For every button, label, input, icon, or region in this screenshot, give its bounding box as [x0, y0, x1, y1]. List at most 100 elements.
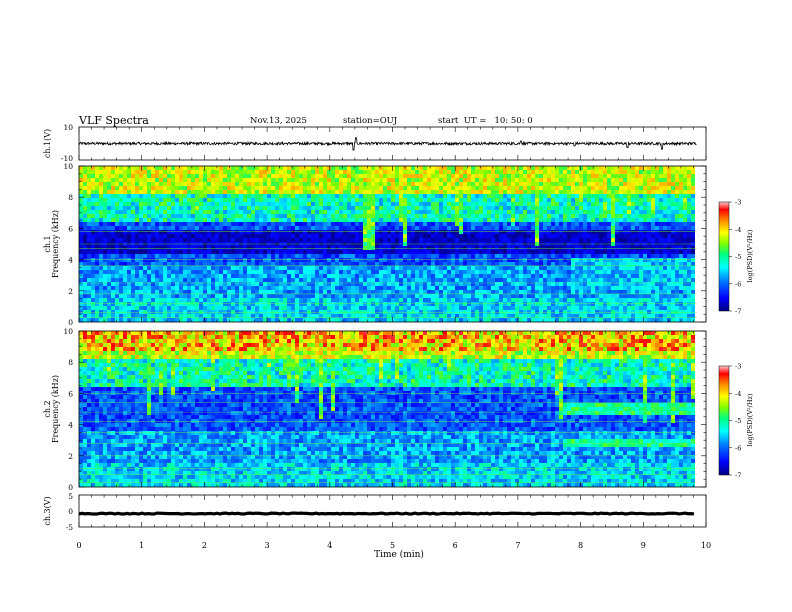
- spectrogram-cell: [411, 182, 415, 186]
- spectrogram-cell: [363, 170, 367, 174]
- spectrogram-cell: [359, 262, 363, 266]
- spectrogram-cell: [443, 202, 447, 206]
- spectrogram-cell: [563, 218, 567, 222]
- spectrogram-cell: [147, 206, 151, 210]
- spectrogram-cell: [183, 178, 187, 182]
- spectrogram-cell: [551, 218, 555, 222]
- spectrogram-cell: [459, 166, 463, 170]
- spectrogram-cell: [335, 238, 339, 242]
- spectrogram-cell: [203, 194, 207, 198]
- spectrogram-cell: [343, 278, 347, 282]
- spectrogram-cell: [351, 286, 355, 290]
- spectrogram-cell: [439, 178, 443, 182]
- spectrogram-cell: [199, 186, 203, 190]
- spectrogram-cell: [271, 302, 275, 306]
- spectrogram-cell: [467, 266, 471, 270]
- spectrogram-cell: [383, 294, 387, 298]
- spectrogram-cell: [135, 262, 139, 266]
- spectrogram-cell: [175, 270, 179, 274]
- spectrogram-cell: [131, 314, 135, 318]
- spectrogram-cell: [559, 234, 563, 238]
- spectrogram-cell: [279, 302, 283, 306]
- spectrogram-cell: [271, 262, 275, 266]
- spectrogram-cell: [439, 270, 443, 274]
- spectrogram-cell: [483, 282, 487, 286]
- spectrogram-cell: [95, 222, 99, 226]
- spectrogram-cell: [471, 266, 475, 270]
- spectrogram-cell: [275, 290, 279, 294]
- spectrogram-cell: [495, 290, 499, 294]
- spectrogram-cell: [411, 198, 415, 202]
- spectrogram-cell: [199, 166, 203, 170]
- spectrogram-cell: [259, 218, 263, 222]
- spectrogram-cell: [387, 214, 391, 218]
- spectrogram-cell: [131, 234, 135, 238]
- spectrogram-cell: [455, 210, 459, 214]
- spectrogram-cell: [243, 310, 247, 314]
- spectrogram-cell: [239, 290, 243, 294]
- spectrogram-cell: [555, 310, 559, 314]
- spectrogram-cell: [379, 210, 383, 214]
- spectrogram-cell: [295, 218, 299, 222]
- spectrogram-cell: [215, 254, 219, 258]
- spectrogram-cell: [471, 318, 475, 322]
- spectrogram-cell: [351, 222, 355, 226]
- spectrogram-cell: [363, 210, 367, 214]
- spectrogram-cell: [103, 286, 107, 290]
- spectrogram-cell: [483, 190, 487, 194]
- spectrogram-cell: [475, 226, 479, 230]
- spectrogram-cell: [551, 226, 555, 230]
- spectrogram-cell: [419, 234, 423, 238]
- spectrogram-cell: [431, 230, 435, 234]
- spectrogram-cell: [343, 194, 347, 198]
- spectrogram-cell: [447, 186, 451, 190]
- spectrogram-cell: [295, 206, 299, 210]
- spectrogram-cell: [563, 250, 567, 254]
- spectrogram-cell: [175, 306, 179, 310]
- spectrogram-cell: [475, 178, 479, 182]
- spectrogram-cell: [267, 266, 271, 270]
- spectrogram-cell: [283, 218, 287, 222]
- spectrogram-cell: [563, 182, 567, 186]
- spectrogram-cell: [339, 214, 343, 218]
- spectrogram-cell: [259, 174, 263, 178]
- spectrogram-cell: [363, 214, 367, 218]
- spectrogram-cell: [195, 274, 199, 278]
- spectrogram-cell: [79, 290, 83, 294]
- spectrogram-cell: [231, 190, 235, 194]
- spectrogram-cell: [91, 254, 95, 258]
- spectrogram-cell: [431, 186, 435, 190]
- spectrogram-cell: [135, 250, 139, 254]
- spectrogram-cell: [239, 246, 243, 250]
- spectrogram-cell: [563, 234, 567, 238]
- spectrogram-cell: [407, 266, 411, 270]
- spectrogram-cell: [535, 166, 539, 170]
- spectrogram-cell: [103, 230, 107, 234]
- spectrogram-cell: [79, 230, 83, 234]
- spectrogram-cell: [539, 214, 543, 218]
- spectrogram-cell: [423, 302, 427, 306]
- spectrogram-cell: [475, 314, 479, 318]
- spectrogram-cell: [187, 238, 191, 242]
- spectrogram-cell: [163, 202, 167, 206]
- spectrogram-cell: [239, 166, 243, 170]
- spectrogram-cell: [259, 190, 263, 194]
- spectrogram-cell: [339, 302, 343, 306]
- spectrogram-cell: [159, 238, 163, 242]
- spectrogram-cell: [435, 254, 439, 258]
- spectrogram-cell: [435, 294, 439, 298]
- spectrogram-cell: [459, 266, 463, 270]
- spectrogram-cell: [155, 198, 159, 202]
- spectrogram-cell: [451, 266, 455, 270]
- spectrogram-cell: [443, 170, 447, 174]
- spectrogram-cell: [379, 270, 383, 274]
- spectrogram-cell: [503, 294, 507, 298]
- spectrogram-cell: [159, 278, 163, 282]
- spectrogram-cell: [363, 166, 367, 170]
- spectrogram-cell: [543, 298, 547, 302]
- spectrogram-cell: [223, 186, 227, 190]
- spectrogram-cell: [247, 318, 251, 322]
- spectrogram-cell: [203, 282, 207, 286]
- spectrogram-cell: [467, 286, 471, 290]
- spectrogram-cell: [227, 238, 231, 242]
